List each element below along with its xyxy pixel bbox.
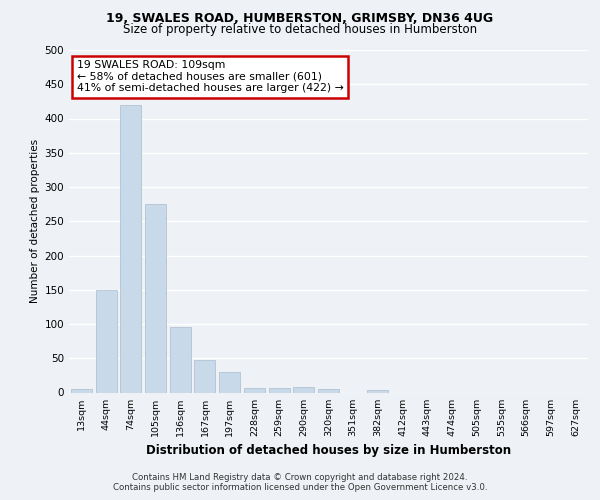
Bar <box>318 389 339 392</box>
Text: 19, SWALES ROAD, HUMBERSTON, GRIMSBY, DN36 4UG: 19, SWALES ROAD, HUMBERSTON, GRIMSBY, DN… <box>106 12 494 26</box>
Text: Size of property relative to detached houses in Humberston: Size of property relative to detached ho… <box>123 22 477 36</box>
Bar <box>170 328 191 392</box>
Y-axis label: Number of detached properties: Number of detached properties <box>30 139 40 304</box>
Bar <box>293 387 314 392</box>
Bar <box>244 388 265 392</box>
Text: 19 SWALES ROAD: 109sqm
← 58% of detached houses are smaller (601)
41% of semi-de: 19 SWALES ROAD: 109sqm ← 58% of detached… <box>77 60 344 94</box>
Bar <box>145 204 166 392</box>
X-axis label: Distribution of detached houses by size in Humberston: Distribution of detached houses by size … <box>146 444 511 457</box>
Text: Contains public sector information licensed under the Open Government Licence v3: Contains public sector information licen… <box>113 484 487 492</box>
Bar <box>120 105 141 393</box>
Bar <box>95 290 116 392</box>
Bar <box>367 390 388 392</box>
Text: Contains HM Land Registry data © Crown copyright and database right 2024.: Contains HM Land Registry data © Crown c… <box>132 472 468 482</box>
Bar <box>194 360 215 392</box>
Bar <box>269 388 290 392</box>
Bar <box>71 389 92 392</box>
Bar <box>219 372 240 392</box>
